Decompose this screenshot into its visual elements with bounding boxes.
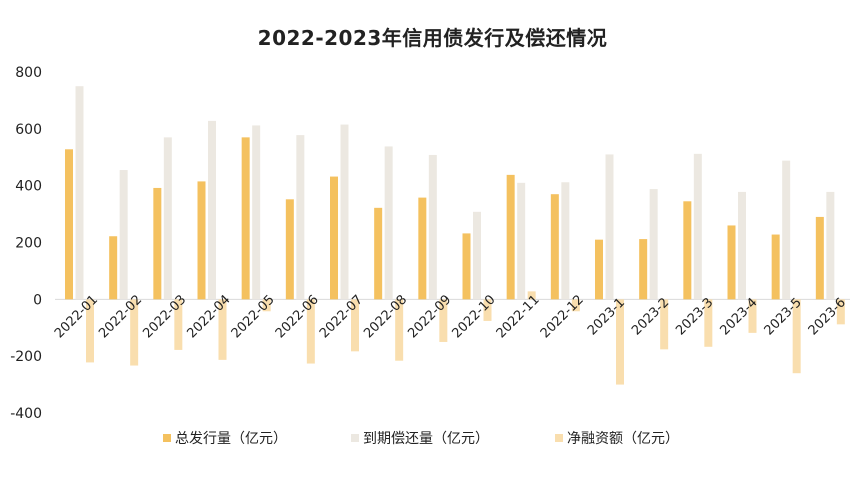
issuance-bar: [109, 236, 118, 300]
net-financing-bar: [616, 299, 624, 385]
y-tick-label: -400: [10, 406, 42, 422]
repayment-bar: [649, 189, 658, 300]
issuance-bar: [418, 197, 427, 300]
legend-swatch: [351, 434, 359, 442]
issuance-bar: [65, 149, 73, 300]
legend-label: 到期偿还量（亿元）: [363, 431, 489, 447]
repayment-bar: [826, 191, 835, 300]
net-financing-bar: [262, 299, 271, 312]
net-financing-bar: [660, 299, 669, 350]
issuance-bar: [550, 194, 559, 300]
repayment-bar: [473, 211, 481, 300]
net-financing-bar: [748, 299, 757, 333]
y-tick-label: 200: [15, 236, 42, 252]
repayment-bar: [428, 154, 437, 300]
issuance-bar: [595, 239, 603, 300]
legend-swatch: [163, 434, 171, 442]
y-tick-label: 600: [15, 122, 42, 138]
net-financing-bar: [130, 299, 139, 366]
repayment-bar: [738, 191, 746, 300]
issuance-bar: [197, 181, 206, 300]
y-tick-label: 0: [33, 292, 42, 308]
issuance-bar: [506, 174, 515, 300]
net-financing-bar: [527, 291, 536, 300]
issuance-bar: [683, 201, 692, 300]
legend-label: 净融资额（亿元）: [567, 431, 679, 447]
legend-swatch: [555, 434, 563, 442]
issuance-bar: [771, 234, 780, 300]
legend-label: 总发行量（亿元）: [175, 431, 287, 447]
net-financing-bar: [174, 299, 183, 350]
repayment-bar: [163, 137, 172, 300]
repayment-bar: [605, 154, 614, 300]
y-tick-label: -200: [10, 349, 42, 365]
issuance-bar: [815, 216, 824, 300]
repayment-bar: [693, 153, 702, 300]
net-financing-bar: [395, 299, 404, 361]
issuance-bar: [153, 187, 162, 300]
net-financing-bar: [571, 299, 580, 312]
repayment-bar: [782, 160, 791, 300]
issuance-bar: [639, 239, 648, 300]
issuance-bar: [241, 137, 250, 300]
issuance-bar: [374, 207, 383, 300]
net-financing-bar: [218, 299, 227, 360]
net-financing-bar: [836, 299, 845, 325]
net-financing-bar: [483, 299, 492, 321]
repayment-bar: [296, 135, 305, 300]
repayment-bar: [75, 86, 84, 300]
net-financing-bar: [439, 299, 448, 342]
repayment-bar: [119, 170, 128, 300]
net-financing-bar: [306, 299, 315, 364]
repayment-bar: [208, 120, 216, 300]
net-financing-bar: [704, 299, 713, 347]
repayment-bar: [252, 125, 261, 300]
y-tick-label: 800: [15, 65, 42, 81]
y-tick-label: 400: [15, 179, 42, 195]
repayment-bar: [384, 146, 393, 300]
net-financing-bar: [86, 299, 94, 363]
chart-title: 2022-2023年信用债发行及偿还情况: [257, 26, 608, 50]
issuance-bar: [330, 176, 338, 300]
repayment-bar: [340, 124, 349, 300]
net-financing-bar: [792, 299, 801, 374]
net-financing-bar: [351, 299, 359, 352]
issuance-bar: [285, 199, 294, 300]
repayment-bar: [561, 182, 570, 300]
repayment-bar: [517, 182, 526, 300]
issuance-bar: [462, 233, 471, 300]
issuance-bar: [727, 225, 736, 300]
